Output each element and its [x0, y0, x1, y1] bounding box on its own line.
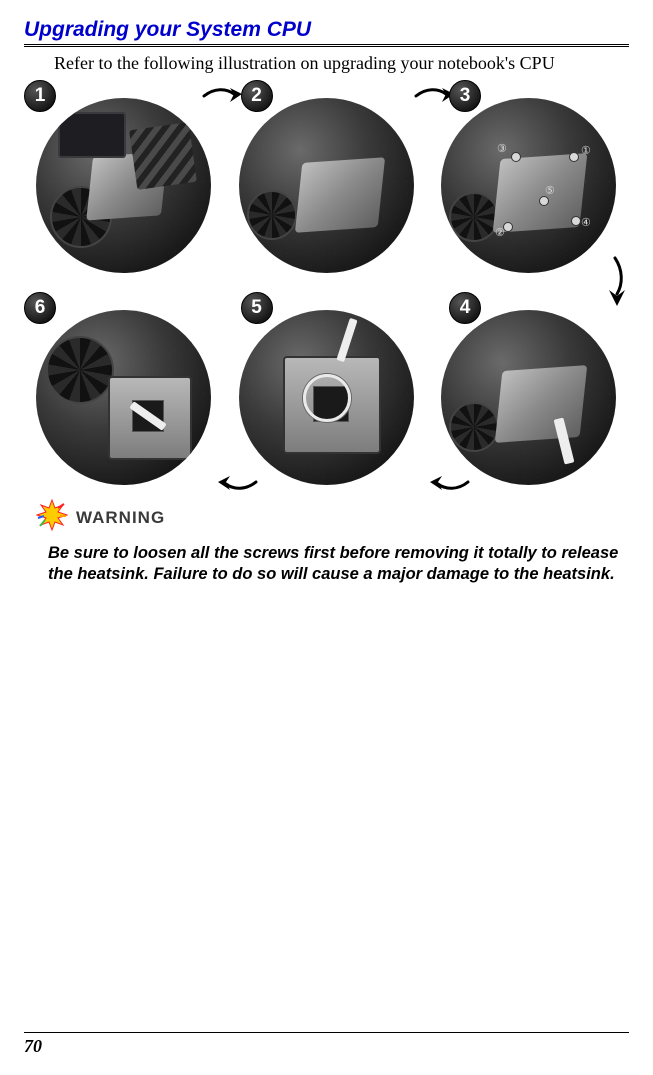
page: Upgrading your System CPU Refer to the f… [0, 0, 653, 586]
step-cell: 2 [227, 78, 427, 278]
step-image [36, 98, 211, 273]
flow-arrow-icon [601, 254, 631, 310]
warning-label: WARNING [76, 508, 165, 528]
footer-rule [24, 1032, 629, 1033]
step-badge: 6 [24, 292, 56, 324]
screw-label: ④ [581, 216, 591, 229]
diagram-row-bottom: 6 5 [24, 290, 629, 490]
step-cell: 6 [24, 290, 224, 490]
cpu-upgrade-diagram: 1 2 [24, 78, 629, 490]
step-image: ① ② ③ ④ ⑤ [441, 98, 616, 273]
warning-body-text: Be sure to loosen all the screws first b… [48, 543, 621, 586]
step-badge: 3 [449, 80, 481, 112]
step-badge: 2 [241, 80, 273, 112]
screw-label: ① [581, 144, 591, 157]
step-cell: 1 [24, 78, 224, 278]
flow-arrow-icon [428, 468, 472, 498]
screw-label: ② [495, 226, 505, 239]
step-badge: 4 [449, 292, 481, 324]
diagram-row-top: 1 2 [24, 78, 629, 278]
step-image [441, 310, 616, 485]
step-image [239, 98, 414, 273]
warning-burst-icon [36, 498, 66, 537]
step-image [36, 310, 211, 485]
intro-text: Refer to the following illustration on u… [54, 53, 629, 74]
heading-rule [24, 44, 629, 47]
page-number: 70 [24, 1036, 42, 1057]
flow-arrow-icon [216, 468, 260, 498]
screw-label: ③ [497, 142, 507, 155]
step-cell: 5 [227, 290, 427, 490]
section-heading: Upgrading your System CPU [24, 18, 629, 42]
flow-arrow-icon [200, 82, 244, 112]
step-badge: 5 [241, 292, 273, 324]
step-badge: 1 [24, 80, 56, 112]
step-image [239, 310, 414, 485]
screw-label: ⑤ [545, 184, 555, 197]
warning-header: WARNING [36, 498, 629, 537]
step-cell: 4 [429, 290, 629, 490]
step-cell: 3 ① ② ③ ④ ⑤ [429, 78, 629, 278]
